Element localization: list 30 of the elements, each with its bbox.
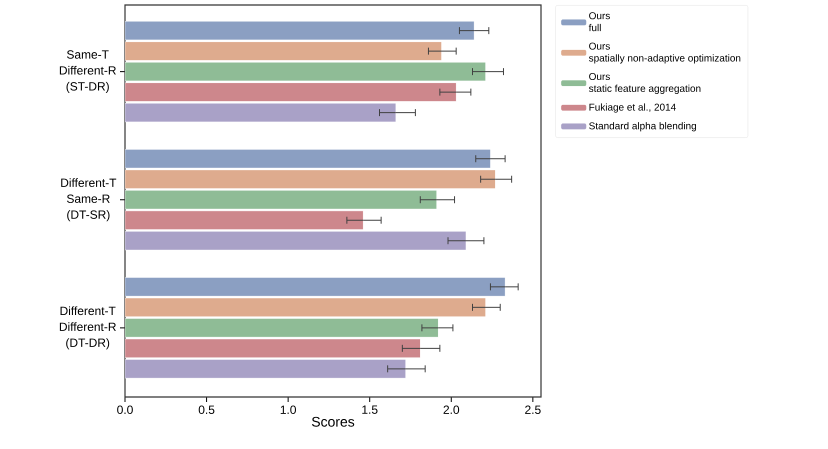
legend-label: Ours full [588,12,610,32]
bar [125,231,466,250]
legend-label: Fukiage et al., 2014 [589,103,676,113]
x-tick-label: 1.0 [280,406,296,414]
bar [125,298,486,317]
bar [125,359,406,378]
x-tick-label: 2.0 [444,406,460,414]
bar [125,42,442,61]
bar [125,190,437,210]
legend-label: Ours spatially non-adaptive optimization [588,42,740,64]
x-tick-label: 0.5 [198,406,214,414]
bar [125,277,506,296]
bar [125,21,474,40]
y-tick-label: Different-T Different-R (DT-DR) [60,306,116,350]
x-tick-label: 1.5 [362,406,378,414]
bar [125,318,438,338]
y-tick-label: Different-T Same-R (DT-SR) [61,178,116,222]
bar [125,338,420,358]
bar [125,103,396,122]
x-tick-label: 0.0 [117,406,133,414]
bar [125,82,456,102]
bar [125,170,496,189]
bar [125,62,486,82]
x-tick-label: 2.5 [525,406,541,414]
bar [125,149,491,168]
y-tick-label: Same-T Different-R (ST-DR) [60,50,116,93]
bar [125,210,364,230]
x-axis-title: Scores [312,416,354,427]
legend-label: Standard alpha blending [589,122,696,132]
legend-label: Ours static feature aggregation [588,72,700,94]
